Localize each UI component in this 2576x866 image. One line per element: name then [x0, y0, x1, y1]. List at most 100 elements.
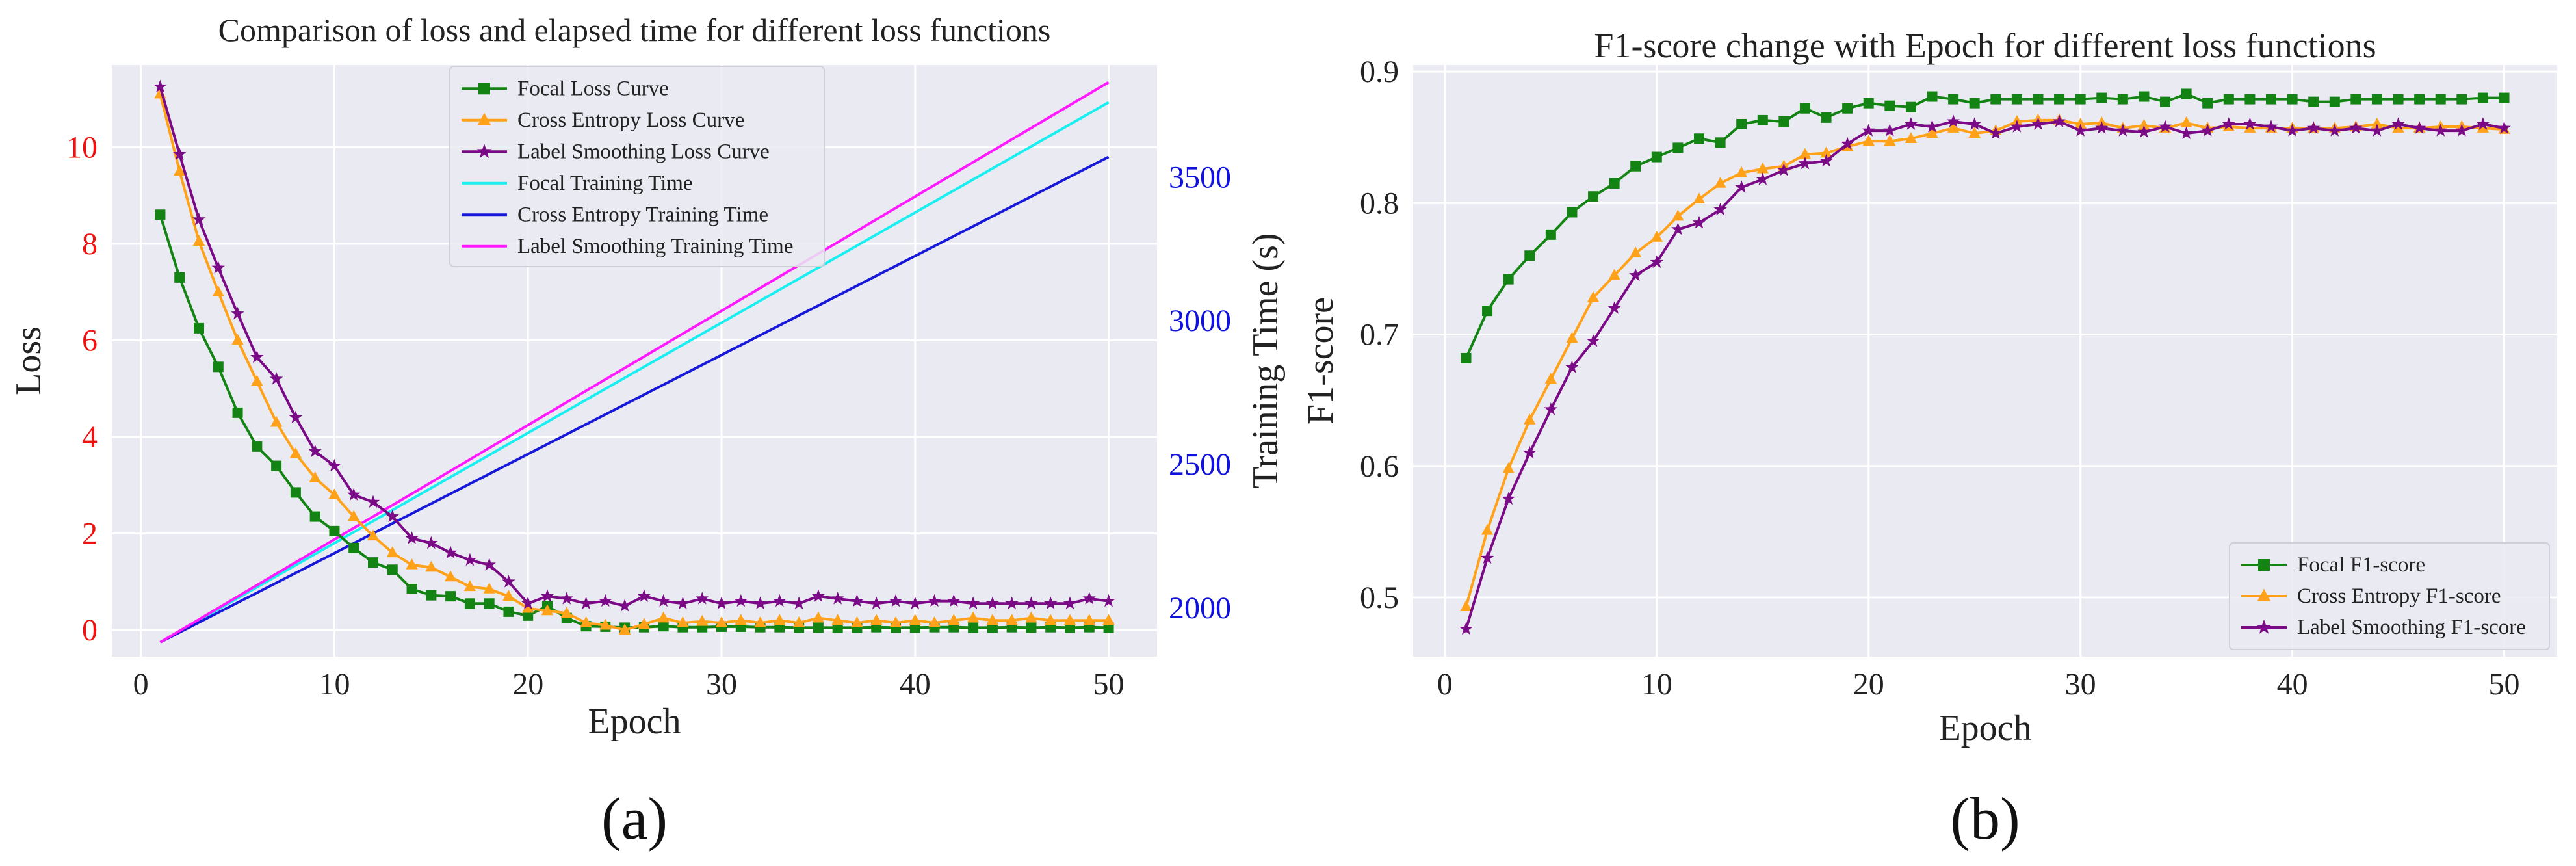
data-point-focal-f1-score: [1821, 112, 1832, 123]
data-point-focal-f1-score: [2117, 94, 2128, 105]
data-point-focal-loss-curve: [968, 622, 979, 633]
data-point-focal-loss-curve: [252, 441, 263, 452]
data-point-label-smoothing-f1-score: [1756, 172, 1769, 185]
data-point-label-smoothing-loss-curve: [618, 599, 632, 612]
y2-tick-label: 2500: [1169, 447, 1231, 482]
data-point-label-smoothing-loss-curve: [831, 592, 844, 605]
data-point-focal-f1-score: [2371, 94, 2382, 105]
data-point-label-smoothing-f1-score: [2243, 117, 2257, 130]
data-point-cross-entropy-loss-curve: [1102, 614, 1115, 625]
data-point-label-smoothing-loss-curve: [385, 509, 399, 523]
series-line-focal-training-time: [159, 101, 1110, 644]
chart-a-legend: Focal Loss Curve Cross Entropy Loss Curve…: [449, 66, 825, 267]
data-point-label-smoothing-f1-score: [2137, 125, 2151, 138]
data-point-cross-entropy-loss-curve: [251, 374, 263, 386]
data-point-cross-entropy-f1-score: [1926, 127, 1938, 138]
data-point-cross-entropy-loss-curve: [889, 616, 902, 627]
chart-b-legend: Focal F1-score Cross Entropy F1-score Labe…: [2229, 542, 2550, 650]
data-point-label-smoothing-loss-curve: [889, 594, 903, 607]
data-point-label-smoothing-loss-curve: [308, 444, 322, 457]
data-point-focal-f1-score: [1588, 191, 1599, 202]
data-point-label-smoothing-loss-curve: [250, 350, 264, 363]
y-tick-label: 10: [66, 130, 98, 164]
x-tick-label: 50: [1093, 667, 1125, 702]
data-point-focal-f1-score: [1609, 178, 1620, 189]
data-point-cross-entropy-f1-score: [1544, 373, 1557, 384]
data-point-cross-entropy-loss-curve: [677, 616, 689, 627]
data-point-label-smoothing-f1-score: [2201, 124, 2215, 137]
data-point-focal-f1-score: [2329, 96, 2340, 107]
data-point-cross-entropy-f1-score: [1862, 135, 1875, 146]
data-point-label-smoothing-loss-curve: [502, 575, 515, 588]
data-point-cross-entropy-loss-curve: [831, 614, 844, 625]
legend-label-focal-loss-curve: Focal Loss Curve: [517, 77, 669, 100]
chart-b-y-axis-label: F1-score: [1301, 297, 1341, 425]
data-point-label-smoothing-loss-curve: [1102, 594, 1115, 607]
data-point-cross-entropy-f1-score: [2180, 116, 2192, 127]
chart-a-series: [153, 79, 1115, 644]
data-point-focal-loss-curve: [271, 460, 282, 471]
chart-a-y2-ticks: 2000 2500 3000 3500: [1169, 160, 1231, 625]
data-point-cross-entropy-loss-curve: [967, 611, 980, 623]
data-point-label-smoothing-loss-curve: [231, 306, 244, 320]
legend-marker-focal-loss-curve: [478, 83, 490, 95]
data-point-cross-entropy-f1-score: [1587, 291, 1600, 302]
chart-a-x-ticks: 0 10 20 30 40 50: [133, 667, 1125, 702]
data-point-cross-entropy-f1-score: [2477, 122, 2490, 133]
legend-label-cross-entropy-loss-curve: Cross Entropy Loss Curve: [517, 109, 744, 132]
data-point-focal-f1-score: [1757, 114, 1768, 125]
data-point-label-smoothing-f1-score: [2074, 124, 2087, 137]
data-point-cross-entropy-loss-curve: [1063, 614, 1076, 625]
data-point-cross-entropy-f1-score: [1905, 132, 1918, 144]
data-point-label-smoothing-loss-curve: [173, 147, 187, 161]
loss-time-chart: 0 10 20 30 40 50 0 2 4 6 8 10 2000 2500 3000 3500 Com…: [8, 12, 1286, 852]
data-point-label-smoothing-f1-score: [1586, 334, 1600, 347]
data-point-focal-loss-curve: [232, 407, 243, 418]
chart-b-series: [1459, 88, 2511, 635]
x-tick-label: 20: [1853, 667, 1884, 702]
data-point-label-smoothing-loss-curve: [1082, 592, 1096, 605]
data-point-cross-entropy-f1-score: [1884, 135, 1896, 146]
y-tick-label: 0.6: [1360, 449, 1399, 484]
data-point-cross-entropy-f1-score: [1820, 146, 1832, 158]
data-point-focal-f1-score: [1990, 94, 2001, 105]
data-point-cross-entropy-loss-curve: [928, 616, 941, 627]
data-point-label-smoothing-loss-curve: [521, 596, 535, 609]
data-point-focal-loss-curve: [464, 598, 475, 609]
data-point-label-smoothing-loss-curve: [328, 458, 341, 472]
data-point-label-smoothing-f1-score: [1946, 114, 1960, 127]
data-point-label-smoothing-f1-score: [2031, 117, 2045, 130]
data-point-label-smoothing-f1-score: [1862, 124, 1875, 137]
data-point-label-smoothing-f1-score: [1819, 153, 1833, 167]
data-point-label-smoothing-loss-curve: [560, 592, 573, 605]
data-point-focal-f1-score: [1545, 229, 1556, 240]
data-point-cross-entropy-loss-curve: [348, 510, 360, 521]
x-tick-label: 40: [900, 667, 931, 702]
data-point-focal-loss-curve: [426, 590, 437, 601]
data-point-label-smoothing-loss-curve: [773, 594, 787, 607]
chart-a-title: Comparison of loss and elapsed time for …: [218, 12, 1051, 48]
data-point-label-smoothing-loss-curve: [657, 594, 670, 607]
x-tick-label: 40: [2277, 667, 2308, 702]
data-point-cross-entropy-f1-score: [1502, 462, 1515, 473]
data-point-label-smoothing-f1-score: [2497, 121, 2511, 134]
data-point-focal-f1-score: [2393, 94, 2404, 105]
data-point-focal-f1-score: [1694, 133, 1704, 144]
data-point-label-smoothing-f1-score: [1734, 180, 1749, 193]
data-point-label-smoothing-f1-score: [1692, 215, 1706, 229]
data-point-focal-loss-curve: [155, 209, 166, 220]
data-point-label-smoothing-f1-score: [1989, 126, 2003, 139]
data-point-cross-entropy-loss-curve: [1045, 614, 1057, 625]
data-point-focal-loss-curve: [329, 525, 340, 536]
data-point-focal-f1-score: [2075, 94, 2086, 105]
data-point-cross-entropy-loss-curve: [367, 529, 380, 541]
data-point-focal-f1-score: [2223, 94, 2234, 105]
data-point-label-smoothing-f1-score: [2264, 120, 2278, 133]
data-point-label-smoothing-f1-score: [2179, 126, 2193, 139]
data-point-label-smoothing-f1-score: [1883, 124, 1897, 137]
data-point-focal-loss-curve: [523, 610, 534, 621]
legend-label-cross-entropy-training-time: Cross Entropy Training Time: [517, 203, 768, 226]
data-point-focal-f1-score: [2477, 92, 2488, 103]
data-point-label-smoothing-loss-curve: [714, 596, 729, 609]
data-point-focal-f1-score: [2266, 94, 2276, 105]
